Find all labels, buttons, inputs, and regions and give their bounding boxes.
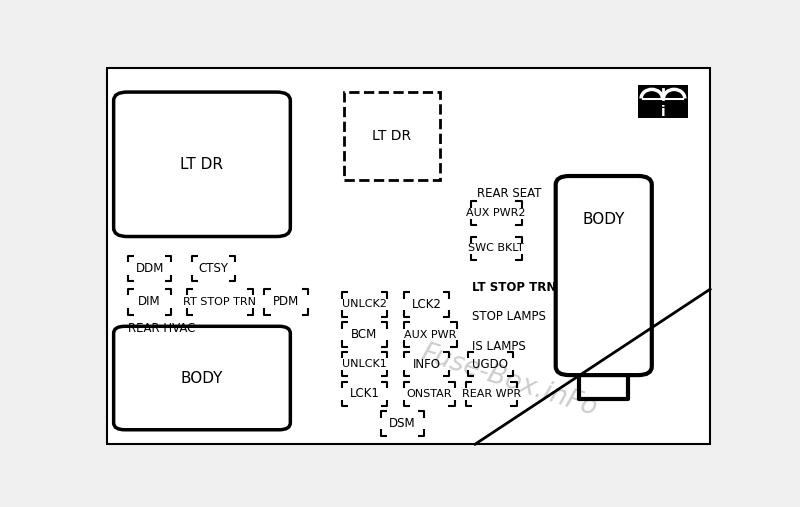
Text: SWC BKLT: SWC BKLT — [468, 243, 524, 253]
Bar — [638, 85, 688, 119]
Text: BCM: BCM — [351, 328, 378, 341]
Text: LT DR: LT DR — [372, 129, 411, 143]
Text: LT STOP TRN: LT STOP TRN — [472, 281, 556, 294]
FancyBboxPatch shape — [556, 176, 652, 375]
Text: i: i — [661, 105, 666, 119]
FancyBboxPatch shape — [114, 92, 290, 236]
Text: REAR SEAT: REAR SEAT — [477, 187, 542, 200]
Text: BODY: BODY — [582, 212, 625, 227]
Text: DSM: DSM — [390, 417, 416, 430]
Text: IS LAMPS: IS LAMPS — [472, 340, 526, 353]
Text: AUX PWR: AUX PWR — [404, 330, 456, 340]
Text: LCK1: LCK1 — [350, 387, 379, 401]
Text: REAR HVAC: REAR HVAC — [128, 322, 195, 335]
Text: CTSY: CTSY — [198, 262, 229, 275]
Text: AUX PWR2: AUX PWR2 — [466, 208, 526, 218]
Text: RT STOP TRN: RT STOP TRN — [183, 297, 257, 307]
Text: UNLCK1: UNLCK1 — [342, 359, 387, 369]
Text: LCK2: LCK2 — [411, 298, 442, 311]
Text: PDM: PDM — [273, 296, 299, 308]
Bar — [344, 92, 440, 180]
Text: UGDO: UGDO — [472, 357, 508, 371]
Text: INFO: INFO — [413, 357, 441, 371]
Text: ONSTAR: ONSTAR — [406, 389, 452, 399]
Text: REAR WPR: REAR WPR — [462, 389, 521, 399]
Text: BODY: BODY — [181, 371, 223, 385]
Text: LT DR: LT DR — [181, 157, 223, 172]
Text: DDM: DDM — [135, 262, 164, 275]
Text: UNLCK2: UNLCK2 — [342, 300, 387, 309]
FancyBboxPatch shape — [114, 327, 290, 430]
Text: STOP LAMPS: STOP LAMPS — [472, 310, 546, 323]
Text: Fuse-Box.inFo: Fuse-Box.inFo — [418, 340, 601, 422]
Text: DIM: DIM — [138, 296, 161, 308]
